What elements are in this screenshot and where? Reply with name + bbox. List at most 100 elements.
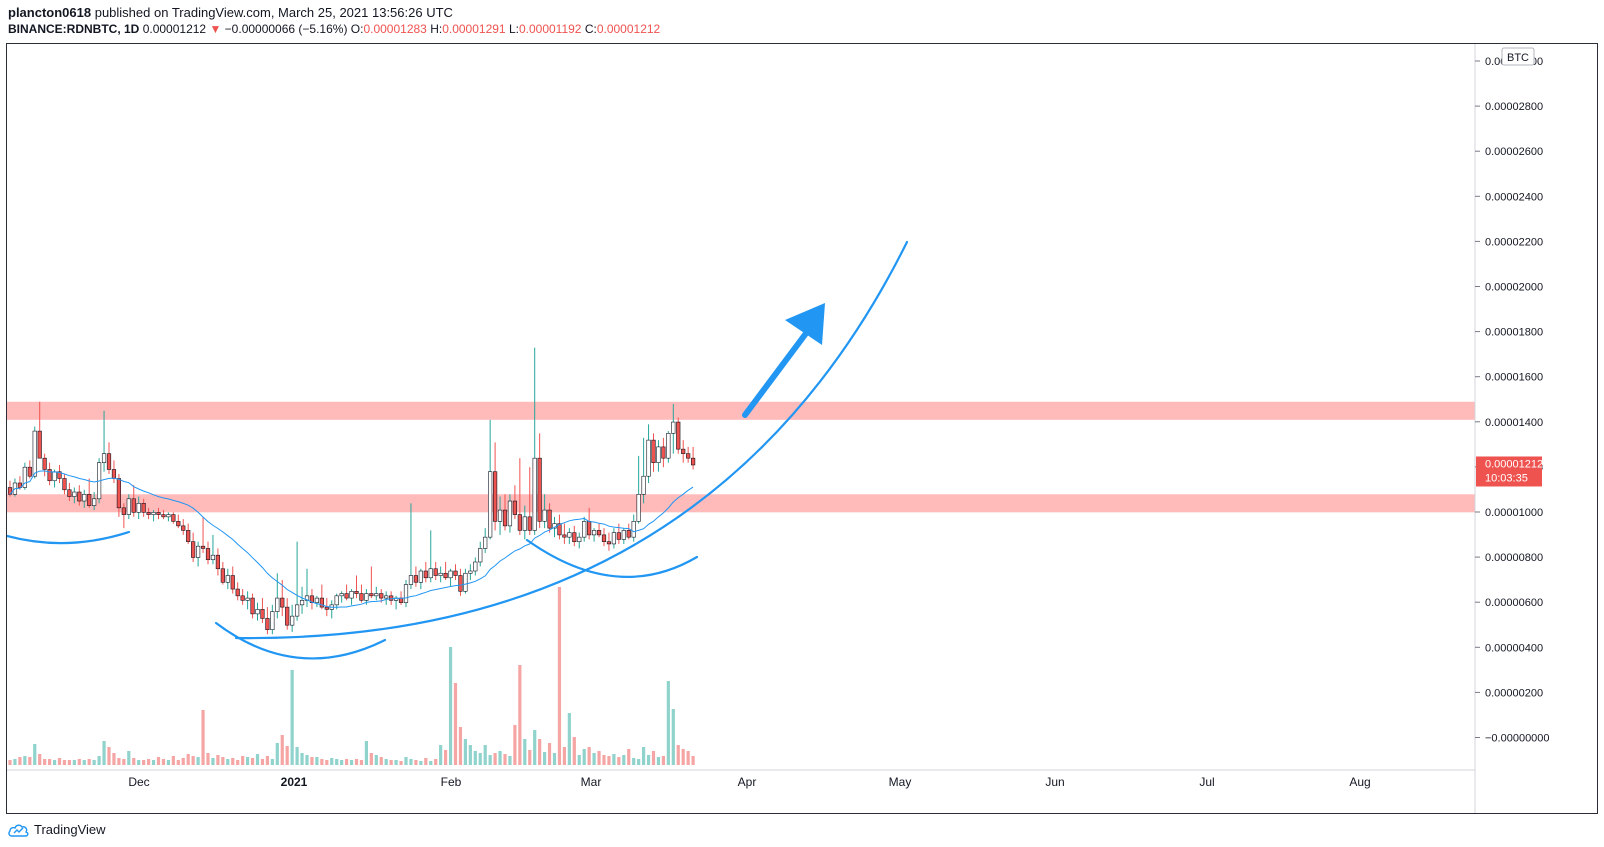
candle-body[interactable] xyxy=(131,498,136,513)
tradingview-footer[interactable]: TradingView xyxy=(8,822,106,837)
candle-body[interactable] xyxy=(433,568,438,576)
candle-body[interactable] xyxy=(374,593,379,597)
candle-body[interactable] xyxy=(492,471,498,522)
candle-body[interactable] xyxy=(250,597,255,615)
candle-body[interactable] xyxy=(349,591,354,599)
candle-body[interactable] xyxy=(67,489,72,497)
candle-body[interactable] xyxy=(542,509,547,522)
candle-body[interactable] xyxy=(517,514,522,531)
arrow-shaft[interactable] xyxy=(742,329,810,418)
candle-body[interactable] xyxy=(606,541,612,545)
symbol-label[interactable]: BINANCE:RDNBTC, 1D xyxy=(8,22,140,36)
arc-drawing-bottom[interactable] xyxy=(214,621,387,660)
candle-body[interactable] xyxy=(62,478,67,491)
candle-body[interactable] xyxy=(611,532,616,545)
candle-body[interactable] xyxy=(384,595,389,599)
arrow-head-icon[interactable] xyxy=(785,303,825,345)
candle-body[interactable] xyxy=(77,491,82,502)
candle-body[interactable] xyxy=(196,545,201,558)
candle-body[interactable] xyxy=(171,514,176,522)
candle-body[interactable] xyxy=(42,457,47,470)
last-price-tag[interactable] xyxy=(1476,456,1542,487)
candle-body[interactable] xyxy=(577,536,582,542)
candle-body[interactable] xyxy=(488,471,493,538)
candle-body[interactable] xyxy=(151,512,156,515)
candle-body[interactable] xyxy=(458,575,463,592)
candle-body[interactable] xyxy=(666,433,671,459)
candle-body[interactable] xyxy=(121,507,126,515)
candle-body[interactable] xyxy=(17,482,23,488)
candle-body[interactable] xyxy=(403,584,409,603)
price-chart[interactable]: 0.000030000.000028000.000026000.00002400… xyxy=(7,44,1597,813)
candle-body[interactable] xyxy=(596,530,602,536)
candle-body[interactable] xyxy=(176,521,181,527)
candle-body[interactable] xyxy=(443,572,448,579)
candle-body[interactable] xyxy=(136,503,141,513)
candle-body[interactable] xyxy=(671,421,676,434)
candle-body[interactable] xyxy=(181,525,186,531)
candle-body[interactable] xyxy=(354,591,359,594)
candle-body[interactable] xyxy=(344,593,349,599)
candle-body[interactable] xyxy=(116,478,121,509)
candle-body[interactable] xyxy=(52,471,57,482)
candle-body[interactable] xyxy=(156,512,161,515)
candle-body[interactable] xyxy=(37,430,42,459)
candle-body[interactable] xyxy=(547,509,552,529)
candle-body[interactable] xyxy=(621,530,626,540)
candle-body[interactable] xyxy=(582,521,587,538)
candle-body[interactable] xyxy=(468,570,473,574)
candle-body[interactable] xyxy=(240,595,245,601)
candle-body[interactable] xyxy=(106,453,112,470)
candle-body[interactable] xyxy=(141,503,146,513)
candle-body[interactable] xyxy=(275,597,280,612)
candle-body[interactable] xyxy=(72,491,77,497)
candle-body[interactable] xyxy=(537,457,542,522)
candle-body[interactable] xyxy=(562,534,567,538)
candle-body[interactable] xyxy=(47,469,52,482)
candle-body[interactable] xyxy=(314,597,320,603)
support-zone[interactable] xyxy=(7,494,1475,513)
candle-body[interactable] xyxy=(290,615,295,626)
candle-body[interactable] xyxy=(661,446,666,459)
candle-body[interactable] xyxy=(57,471,62,479)
candle-body[interactable] xyxy=(651,439,656,463)
parabolic-curve[interactable] xyxy=(234,240,909,640)
arc-drawing-left[interactable] xyxy=(7,530,131,545)
candle-body[interactable] xyxy=(339,593,344,597)
candle-body[interactable] xyxy=(478,548,483,563)
candle-body[interactable] xyxy=(260,609,265,619)
candle-body[interactable] xyxy=(690,457,696,466)
candle-body[interactable] xyxy=(631,521,636,538)
candle-body[interactable] xyxy=(448,570,453,579)
candle-body[interactable] xyxy=(186,530,191,542)
candle-body[interactable] xyxy=(512,500,518,515)
candle-body[interactable] xyxy=(230,575,235,590)
candle-body[interactable] xyxy=(319,597,324,608)
candle-body[interactable] xyxy=(22,466,27,488)
candle-body[interactable] xyxy=(285,606,290,626)
candle-body[interactable] xyxy=(87,493,92,506)
candle-body[interactable] xyxy=(591,530,597,536)
candle-body[interactable] xyxy=(676,421,681,450)
candle-body[interactable] xyxy=(27,466,32,477)
candle-body[interactable] xyxy=(32,430,37,477)
candle-body[interactable] xyxy=(225,575,230,583)
candle-body[interactable] xyxy=(220,568,225,583)
resistance-zone[interactable] xyxy=(7,401,1475,420)
candle-body[interactable] xyxy=(438,572,443,576)
candle-body[interactable] xyxy=(453,570,458,576)
currency-badge[interactable] xyxy=(1501,47,1535,66)
candle-body[interactable] xyxy=(473,561,478,572)
candle-body[interactable] xyxy=(294,604,300,617)
candle-body[interactable] xyxy=(428,568,433,579)
candle-body[interactable] xyxy=(641,475,646,495)
candle-body[interactable] xyxy=(656,446,661,463)
candle-body[interactable] xyxy=(636,493,641,522)
candle-body[interactable] xyxy=(686,453,691,459)
candle-body[interactable] xyxy=(572,532,577,542)
candle-body[interactable] xyxy=(369,593,374,597)
candle-body[interactable] xyxy=(681,448,686,454)
candle-body[interactable] xyxy=(483,536,488,549)
candle-body[interactable] xyxy=(92,498,97,506)
candle-body[interactable] xyxy=(567,532,572,538)
